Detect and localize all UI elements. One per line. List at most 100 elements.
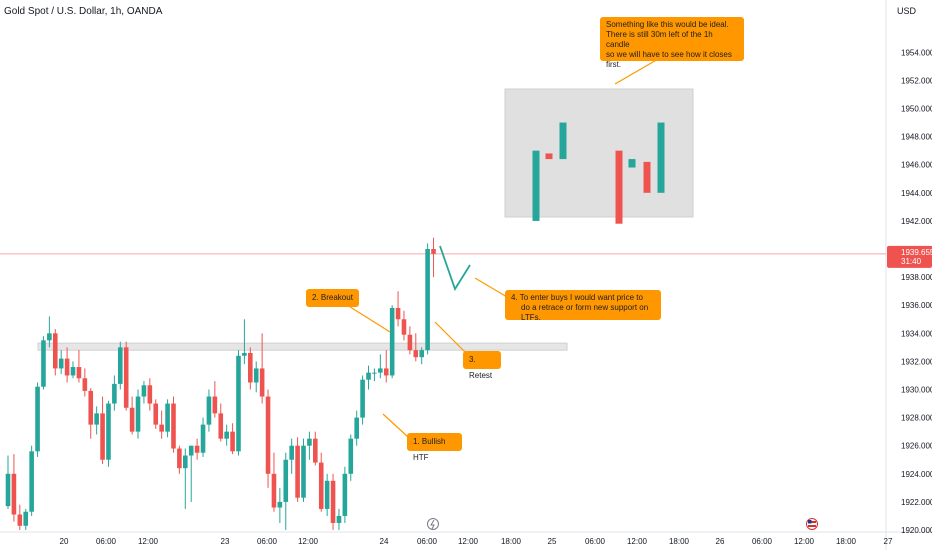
- candle-body: [129, 407, 135, 432]
- callout-enter-pointer: [474, 277, 508, 298]
- idea-candle: [643, 161, 651, 193]
- y-tick-label: 1942.000: [901, 217, 932, 226]
- y-tick-label: 1954.000: [901, 48, 932, 57]
- candle-body: [88, 390, 94, 425]
- candle-body: [271, 473, 277, 508]
- idea-candle: [657, 122, 665, 193]
- projection-arrow: [439, 245, 471, 292]
- idea-candle: [615, 150, 623, 224]
- y-tick-label: 1928.000: [901, 414, 932, 423]
- candle-body: [94, 413, 99, 425]
- x-tick-label: 06:00: [417, 537, 438, 546]
- candle-body: [82, 378, 88, 391]
- x-tick-label: 12:00: [794, 537, 815, 546]
- candle-body: [336, 515, 342, 523]
- price-tag: [887, 245, 932, 268]
- candle-body: [64, 358, 70, 376]
- callout-enter-line-1: 4. To enter buys I would want price to: [511, 293, 643, 302]
- callout-enter[interactable]: 4. To enter buys I would want price to d…: [505, 290, 661, 322]
- callout-ideal-line-3: so we will have to see how it closes fir…: [606, 50, 732, 69]
- x-tick-label: 06:00: [96, 537, 117, 546]
- candle-body: [58, 358, 64, 369]
- callout-breakout-pointer: [346, 304, 391, 333]
- candle-body: [35, 386, 40, 452]
- idea-candle: [545, 153, 553, 160]
- callout-ideal-line-2: There is still 30m left of the 1h candle: [606, 30, 713, 49]
- candle-body: [360, 379, 365, 418]
- y-tick-label: 1922.000: [901, 498, 932, 507]
- y-tick-label: 1920.000: [901, 526, 932, 535]
- idea-candle: [532, 150, 540, 221]
- candle-body: [413, 350, 419, 358]
- candle-body: [324, 480, 330, 509]
- candle-body: [147, 385, 153, 404]
- x-tick-label: 26: [716, 537, 725, 546]
- candle-body: [242, 352, 247, 356]
- candle-body: [301, 445, 306, 498]
- candle-body: [188, 445, 194, 456]
- candle-body: [117, 347, 123, 384]
- callout-bullish-pointer: [382, 413, 409, 438]
- support-zone: [37, 342, 568, 351]
- candle-body: [295, 445, 300, 498]
- candle-body: [283, 459, 289, 502]
- candle-body: [123, 347, 129, 408]
- candle-body: [366, 372, 371, 380]
- x-tick-label: 12:00: [627, 537, 648, 546]
- candle-body: [100, 413, 105, 460]
- candle-body: [342, 473, 348, 516]
- y-tick-label: 1946.000: [901, 161, 932, 170]
- candle-body: [348, 438, 354, 474]
- callout-retest-pointer: [434, 321, 466, 353]
- x-tick-label: 18:00: [669, 537, 690, 546]
- flag-event-icon-stripe: [808, 525, 816, 527]
- x-tick-label: 12:00: [298, 537, 319, 546]
- candle-body: [407, 334, 413, 351]
- candle-body: [330, 480, 336, 523]
- price-tag-countdown: 31:40: [901, 257, 922, 266]
- currency-label: USD: [896, 6, 916, 16]
- y-tick-label: 1950.000: [901, 105, 932, 114]
- x-tick-label: 18:00: [501, 537, 522, 546]
- candle-body: [159, 424, 164, 432]
- candle-body: [153, 403, 159, 425]
- candle-body: [230, 431, 235, 452]
- candle-body: [259, 368, 265, 397]
- candle-body: [23, 511, 29, 526]
- candle-body: [52, 333, 58, 369]
- candle-body: [318, 462, 324, 509]
- candle-body: [141, 385, 147, 397]
- price-tag-value: 1939.655: [901, 248, 932, 257]
- candle-body: [265, 396, 271, 474]
- candle-body: [177, 448, 182, 469]
- candle-body: [200, 424, 206, 453]
- lightning-icon-glyph: [430, 519, 435, 530]
- candle-body: [212, 396, 218, 414]
- x-tick-label: 12:00: [458, 537, 479, 546]
- candle-body: [76, 367, 82, 379]
- candle-body: [183, 455, 188, 469]
- candle-body: [313, 438, 318, 463]
- lightning-icon[interactable]: [427, 518, 439, 530]
- y-tick-label: 1944.000: [901, 189, 932, 198]
- idea-candle: [559, 122, 567, 160]
- callout-ideal-line-1: Something like this would be ideal.: [606, 20, 729, 29]
- y-tick-label: 1926.000: [901, 442, 932, 451]
- candle-body: [419, 350, 424, 358]
- y-tick-label: 1952.000: [901, 76, 932, 85]
- candle-body: [289, 445, 294, 460]
- flag-event-icon-stripe: [808, 521, 816, 523]
- callout-bullish[interactable]: 1. Bullish HTF: [407, 433, 462, 462]
- candle-body: [218, 413, 224, 439]
- y-tick-label: 1930.000: [901, 386, 932, 395]
- candle-body: [135, 396, 141, 432]
- candle-body: [206, 396, 212, 425]
- callout-retest[interactable]: 3. Retest: [463, 351, 501, 380]
- candle-body: [401, 319, 407, 335]
- callout-ideal[interactable]: Something like this would be ideal. Ther…: [600, 17, 744, 69]
- callout-breakout[interactable]: 2. Breakout: [306, 289, 359, 307]
- candle-body: [194, 445, 200, 453]
- candle-body: [224, 431, 229, 439]
- y-tick-label: 1934.000: [901, 329, 932, 338]
